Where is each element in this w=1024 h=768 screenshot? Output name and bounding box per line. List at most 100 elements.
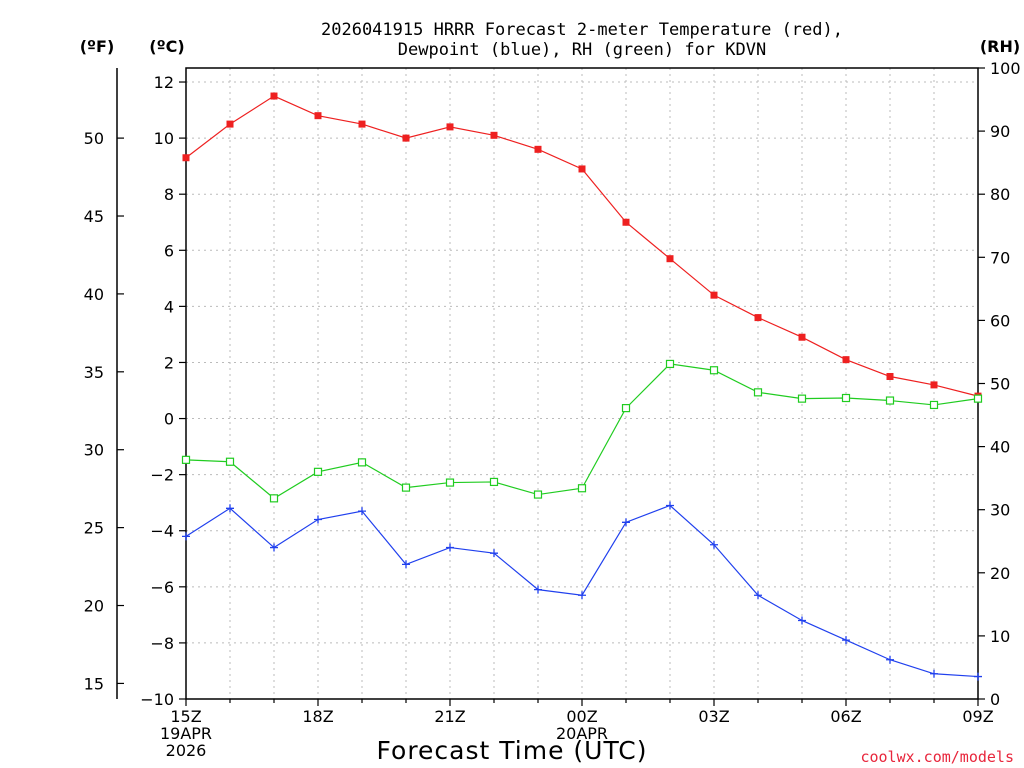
rh-marker — [709, 366, 719, 375]
temperature-marker — [446, 123, 454, 131]
time-tick-label: 09Z — [962, 707, 993, 726]
temperature-marker — [490, 131, 498, 139]
rh-tick-label: 80 — [990, 185, 1010, 204]
celsius-tick-label: −6 — [150, 578, 174, 597]
rh-tick-label: 20 — [990, 564, 1010, 583]
temperature-marker — [798, 333, 806, 341]
celsius-tick-label: 2 — [164, 353, 174, 372]
celsius-tick-label: 12 — [154, 73, 174, 92]
celsius-axis-unit: (ºC) — [149, 37, 184, 56]
dewpoint-marker — [842, 636, 850, 645]
celsius-tick-label: −2 — [150, 466, 174, 485]
dewpoint-marker — [930, 669, 938, 678]
dewpoint-marker — [402, 560, 410, 569]
fahrenheit-axis-unit: (ºF) — [80, 37, 115, 56]
fahrenheit-tick-label: 20 — [84, 597, 104, 616]
temperature-marker — [314, 112, 322, 120]
rh-marker — [885, 396, 895, 405]
rh-marker — [973, 394, 983, 403]
dewpoint-marker — [534, 585, 542, 594]
temperature-marker — [578, 165, 586, 173]
dewpoint-marker — [226, 504, 234, 513]
celsius-tick-label: 10 — [154, 129, 174, 148]
time-tick-label: 18Z — [302, 707, 333, 726]
dewpoint-marker — [578, 591, 586, 600]
temperature-marker — [182, 154, 190, 162]
fahrenheit-tick-label: 30 — [84, 441, 104, 460]
rh-marker — [401, 483, 411, 492]
dewpoint-marker — [974, 672, 982, 681]
grid — [186, 68, 978, 699]
temperature-marker — [710, 291, 718, 299]
fahrenheit-tick-label: 35 — [84, 363, 104, 382]
celsius-tick-label: 4 — [164, 297, 174, 316]
time-tick-label: 03Z — [698, 707, 729, 726]
temperature-marker — [358, 120, 366, 128]
celsius-tick-label: −10 — [140, 690, 174, 709]
x-axis-label: Forecast Time (UTC) — [377, 736, 648, 765]
celsius-tick-label: −8 — [150, 634, 174, 653]
rh-marker — [533, 490, 543, 499]
series-group — [181, 92, 983, 681]
celsius-tick-label: −4 — [150, 522, 174, 541]
dewpoint-marker — [446, 543, 454, 552]
temperature-marker — [402, 134, 410, 142]
dewpoint-marker — [490, 549, 498, 558]
dewpoint-marker — [622, 518, 630, 527]
rh-marker — [181, 455, 191, 464]
celsius-tick-label: 0 — [164, 410, 174, 429]
dewpoint-marker — [798, 616, 806, 625]
rh-marker — [797, 394, 807, 403]
axes — [185, 67, 979, 700]
fahrenheit-tick-label: 45 — [84, 207, 104, 226]
dewpoint-marker — [886, 655, 894, 664]
rh-marker — [489, 477, 499, 487]
rh-tick-label: 60 — [990, 311, 1010, 330]
fahrenheit-tick-label: 40 — [84, 285, 104, 304]
temperature-marker — [754, 314, 762, 322]
fahrenheit-tick-label: 25 — [84, 519, 104, 538]
celsius-tick-label: 6 — [164, 241, 174, 260]
rh-tick-label: 40 — [990, 438, 1010, 457]
temperature-marker — [270, 92, 278, 100]
rh-marker — [269, 494, 279, 503]
rh-tick-label: 50 — [990, 375, 1010, 394]
temperature-marker — [842, 356, 850, 364]
time-tick-label: 15Z — [170, 707, 201, 726]
dewpoint-marker — [182, 532, 190, 541]
time-tick-label: 2026 — [166, 741, 207, 760]
time-tick-label: 20APR — [556, 724, 608, 743]
time-tick-label: 21Z — [434, 707, 465, 726]
dewpoint-marker — [710, 540, 718, 549]
temperature-marker — [622, 218, 630, 226]
chart-title-line1: 2026041915 HRRR Forecast 2-meter Tempera… — [321, 20, 843, 40]
celsius-axis: 12 10 8 6 4 2 0 −2 −4 −6 −8 −10 — [140, 73, 186, 709]
rh-marker — [621, 404, 631, 413]
fahrenheit-tick-label: 15 — [84, 674, 104, 693]
temperature-marker — [534, 145, 542, 153]
fahrenheit-tick-label: 50 — [84, 129, 104, 148]
rh-marker — [225, 457, 235, 466]
dewpoint-marker — [358, 507, 366, 516]
rh-tick-label: 70 — [990, 248, 1010, 267]
temperature-marker — [930, 381, 938, 389]
rh-axis-unit: (RH) — [980, 37, 1020, 56]
rh-marker — [753, 388, 763, 397]
rh-marker — [665, 359, 675, 369]
time-tick-label: 19APR — [160, 724, 212, 743]
rh-tick-label: 100 — [990, 59, 1021, 78]
rh-tick-label: 0 — [990, 690, 1000, 709]
plot-frame — [185, 67, 979, 700]
chart-title-line2: Dewpoint (blue), RH (green) for KDVN — [398, 40, 766, 60]
credit-text: coolwx.com/models — [860, 748, 1014, 766]
dewpoint-marker — [314, 515, 322, 524]
time-tick-label: 00Z — [566, 707, 597, 726]
temperature-marker — [666, 255, 674, 263]
rh-marker — [313, 467, 323, 476]
rh-marker — [929, 400, 939, 410]
rh-tick-label: 30 — [990, 501, 1010, 520]
dewpoint-marker — [270, 543, 278, 552]
